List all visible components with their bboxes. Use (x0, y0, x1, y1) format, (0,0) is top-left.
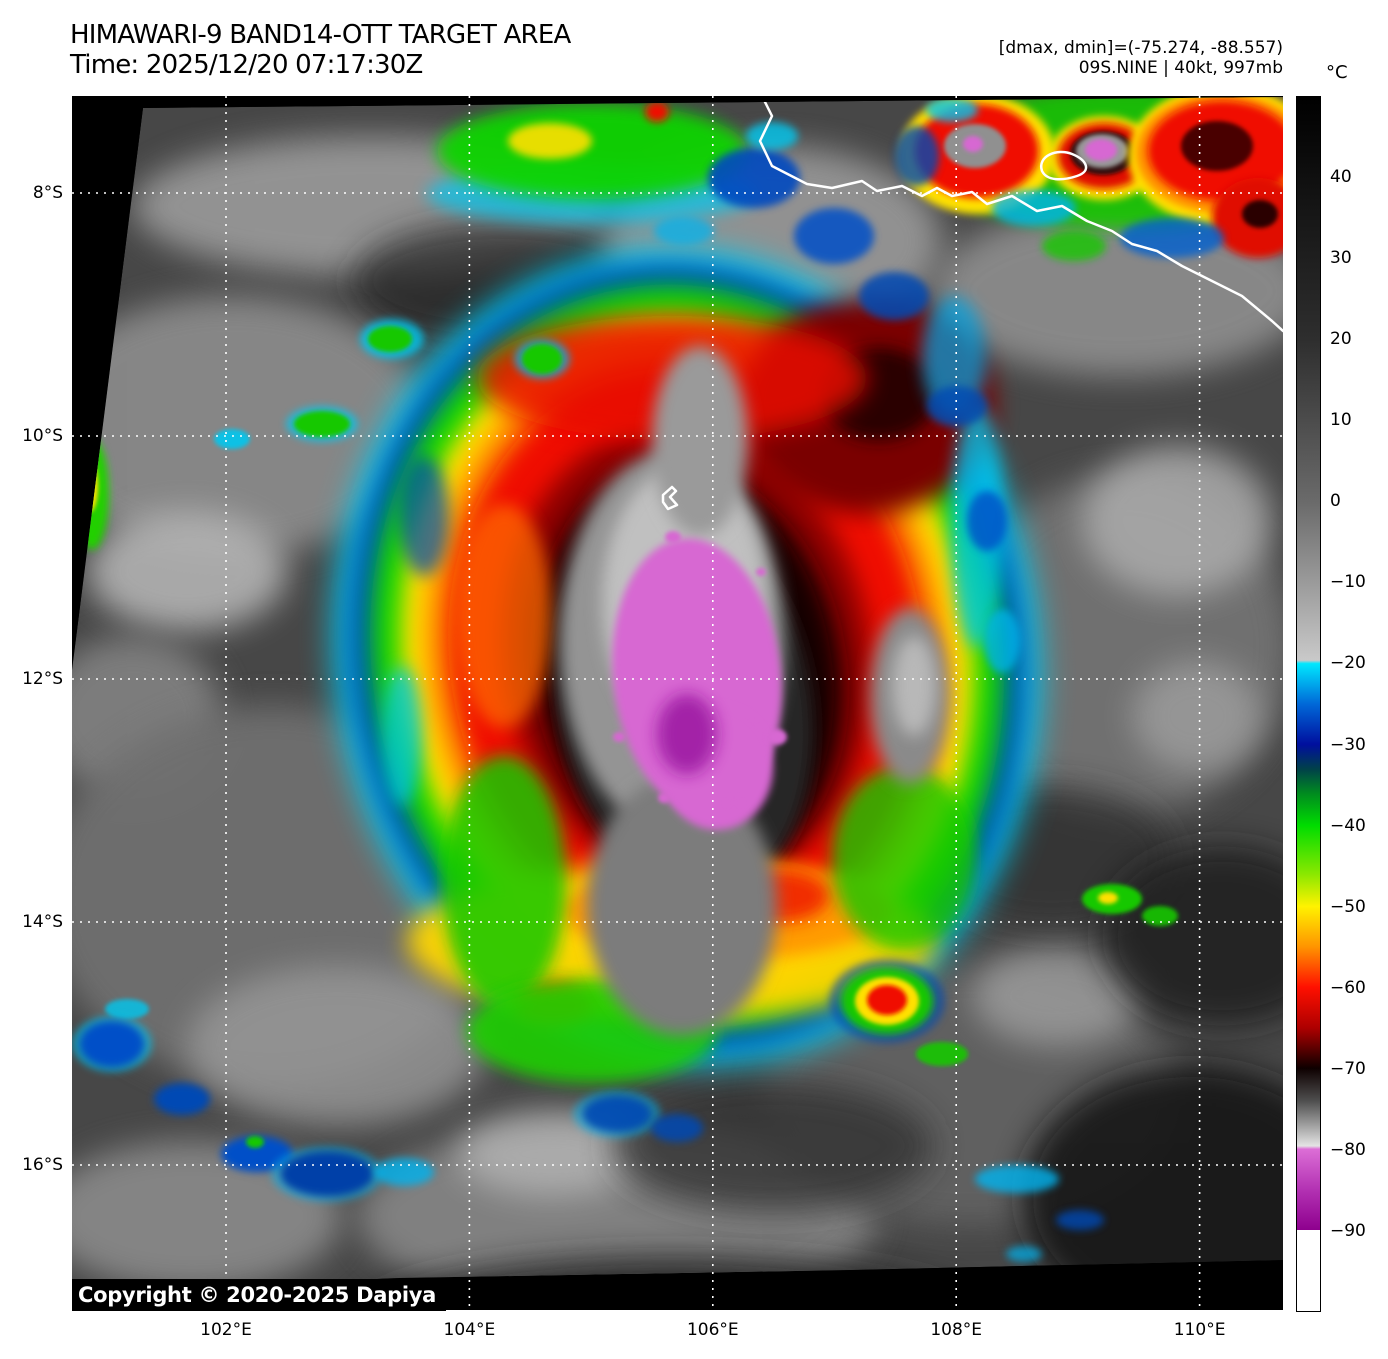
timestamp: Time: 2025/12/20 07:17:30Z (70, 50, 423, 80)
colorbar-tick-label: −60 (1330, 977, 1366, 998)
lat-tick-label: 10°S (22, 426, 63, 446)
gridlines (72, 96, 1283, 1310)
coastline-inlet (1040, 150, 1088, 181)
colorbar-tick-label: −10 (1330, 572, 1366, 593)
southwest-cell-ribbon (72, 1016, 434, 1202)
copyright-notice: Copyright © 2020-2025 Dapiya (72, 1279, 446, 1311)
colorbar-tick-label: 30 (1330, 248, 1352, 269)
colorbar-tick-label: 10 (1330, 410, 1352, 431)
cyclone-eye-region (560, 346, 787, 1036)
colorbar-tick-label: −30 (1330, 734, 1366, 755)
lat-tick-label: 8°S (32, 183, 63, 203)
colorbar-tick-label: −80 (1330, 1139, 1366, 1160)
dmax-dmin-annotation: [dmax, dmin]=(-75.274, -88.557) (998, 38, 1283, 58)
colorbar-tick-label: −40 (1330, 815, 1366, 836)
west-scattered-cells (75, 319, 570, 1019)
coldest-tops-magenta (612, 531, 787, 830)
southeast-scattered-cells (573, 884, 1178, 1262)
page-title: HIMAWARI-9 BAND14-OTT TARGET AREA (70, 20, 571, 50)
lon-tick-label: 104°E (443, 1320, 496, 1340)
coastline (758, 97, 1283, 333)
colorbar-tick-label: 20 (1330, 329, 1352, 350)
satellite-map (72, 96, 1283, 1310)
lat-tick-label: 16°S (22, 1155, 63, 1175)
colorbar-tick-label: 0 (1330, 491, 1341, 512)
northeast-convective-complex (895, 97, 1283, 261)
annotation-block: [dmax, dmin]=(-75.274, -88.557) 09S.NINE… (999, 38, 1283, 78)
north-convective-band (427, 102, 929, 320)
dmax-contour-marker (661, 485, 679, 511)
lon-tick-label: 108°E (930, 1320, 983, 1340)
colorbar-tick-label: −70 (1330, 1058, 1366, 1079)
colorbar-tick-label: 40 (1330, 167, 1352, 188)
colorbar-unit-label: °C (1326, 62, 1348, 83)
storm-info-annotation: 09S.NINE | 40kt, 997mb (1078, 58, 1283, 78)
satellite-swath (72, 97, 1283, 1292)
colorbar (1296, 96, 1321, 1312)
colorbar-tick-label: −50 (1330, 896, 1366, 917)
lat-tick-label: 14°S (22, 912, 63, 932)
colorbar-tick-label: −20 (1330, 653, 1366, 674)
satellite-map-svg (72, 96, 1283, 1310)
lat-tick-label: 12°S (22, 669, 63, 689)
colorbar-tick-label: −90 (1330, 1220, 1366, 1241)
lon-tick-label: 106°E (686, 1320, 739, 1340)
lon-tick-label: 102°E (200, 1320, 252, 1340)
lon-tick-label: 110°E (1173, 1320, 1226, 1340)
